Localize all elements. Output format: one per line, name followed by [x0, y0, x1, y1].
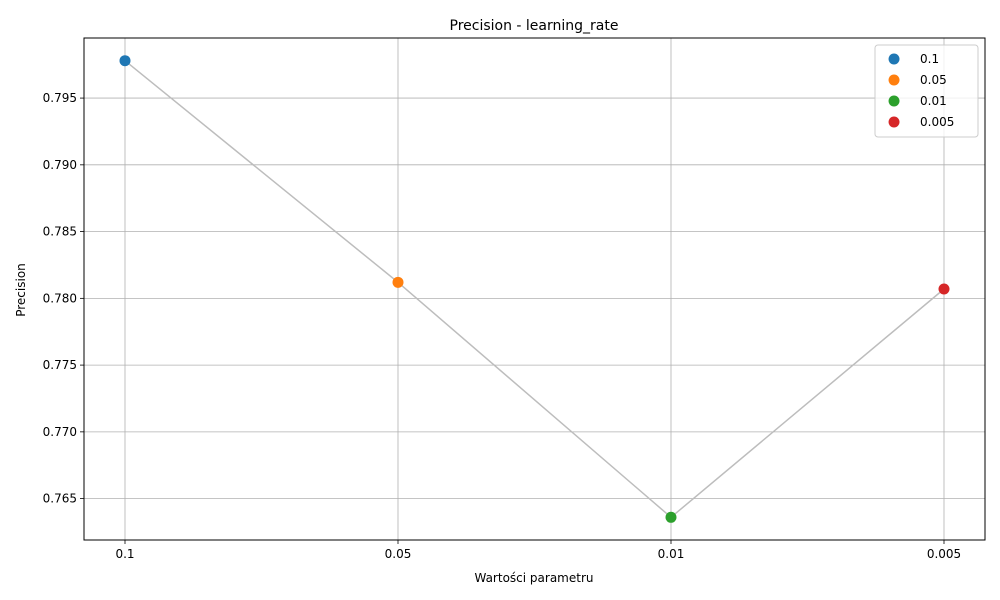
data-point-0.1	[119, 55, 131, 67]
y-axis-ticks: 0.765 0.770 0.775 0.780 0.785 0.790 0.795	[43, 91, 84, 506]
legend-entry-0.05: 0.05	[920, 73, 947, 87]
data-point-0.005	[938, 283, 950, 295]
grid-lines	[84, 38, 985, 540]
legend: 0.1 0.05 0.01 0.005	[874, 44, 979, 138]
legend-entry-0.01: 0.01	[920, 94, 947, 108]
data-point-0.01	[665, 511, 677, 523]
y-tick-label: 0.765	[43, 492, 77, 506]
y-axis-label: Precision	[14, 263, 28, 317]
y-tick-label: 0.775	[43, 358, 77, 372]
data-points	[119, 55, 950, 523]
legend-box	[874, 44, 979, 138]
x-tick-label: 0.005	[927, 547, 961, 561]
x-axis-label: Wartości parametru	[474, 571, 593, 585]
x-tick-label: 0.1	[115, 547, 134, 561]
legend-entry-0.1: 0.1	[920, 52, 939, 66]
legend-marker	[888, 116, 900, 128]
legend-marker	[888, 95, 900, 107]
chart-title: Precision - learning_rate	[450, 18, 619, 34]
y-tick-label: 0.780	[43, 291, 77, 305]
x-tick-label: 0.05	[385, 547, 412, 561]
legend-marker	[888, 53, 900, 65]
y-tick-label: 0.795	[43, 91, 77, 105]
legend-entry-0.005: 0.005	[920, 115, 954, 129]
data-point-0.05	[392, 276, 404, 288]
plot-frame	[83, 37, 986, 541]
series-line	[124, 60, 945, 519]
y-tick-label: 0.785	[43, 225, 77, 239]
y-tick-label: 0.770	[43, 425, 77, 439]
legend-marker	[888, 74, 900, 86]
y-tick-label: 0.790	[43, 158, 77, 172]
x-tick-label: 0.01	[658, 547, 685, 561]
x-axis-ticks: 0.1 0.05 0.01 0.005	[115, 540, 961, 561]
